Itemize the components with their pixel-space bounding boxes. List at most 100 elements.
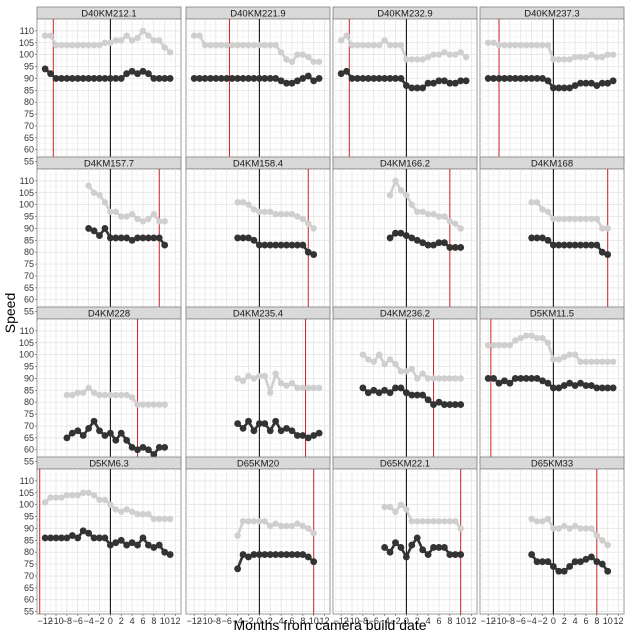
data-point	[156, 37, 163, 44]
data-point	[255, 551, 263, 558]
series-upper	[234, 370, 323, 396]
data-point	[267, 208, 274, 215]
data-point	[424, 210, 432, 218]
data-point	[266, 427, 274, 435]
data-point	[549, 384, 557, 392]
data-point	[112, 75, 120, 82]
data-point	[522, 75, 530, 82]
data-point	[288, 427, 296, 435]
data-point	[577, 79, 584, 87]
data-point	[506, 379, 514, 387]
data-point	[250, 41, 258, 49]
data-point	[90, 189, 98, 196]
data-point	[107, 391, 114, 399]
series-lower	[381, 534, 465, 561]
data-point	[212, 41, 220, 49]
data-point	[63, 75, 71, 82]
data-point	[69, 41, 76, 49]
panel-d40km237-3: D40KM237.3	[479, 6, 625, 165]
data-point	[245, 41, 252, 49]
x-tick-label: 0	[404, 616, 409, 626]
data-point	[495, 75, 503, 82]
data-point	[150, 451, 158, 458]
data-point	[571, 351, 579, 358]
data-point	[310, 58, 317, 65]
data-point	[139, 234, 147, 242]
series-lower	[386, 229, 465, 251]
data-point	[419, 546, 427, 554]
data-point	[392, 508, 399, 515]
data-point	[190, 32, 198, 39]
x-tick-label: 6	[289, 616, 294, 626]
data-point	[207, 75, 214, 82]
y-tick-label: 75	[24, 259, 34, 269]
data-point	[245, 372, 252, 380]
data-point	[451, 244, 459, 251]
data-point	[288, 241, 296, 249]
data-point	[117, 536, 125, 544]
data-point	[381, 544, 389, 551]
data-point	[457, 77, 465, 85]
y-tick-label: 90	[24, 373, 34, 383]
data-point	[234, 420, 242, 427]
data-point	[299, 75, 307, 82]
data-point	[381, 386, 389, 394]
data-point	[419, 84, 427, 92]
data-point	[457, 375, 464, 382]
series-upper	[190, 32, 323, 65]
y-tick-label: 105	[19, 338, 34, 348]
x-tick-label: −10	[48, 616, 63, 626]
data-point	[370, 386, 378, 394]
data-point	[550, 356, 557, 363]
x-tick-label: 4	[573, 616, 578, 626]
data-point	[112, 436, 120, 444]
data-point	[577, 53, 584, 61]
x-tick-label: 12	[171, 616, 181, 626]
data-point	[228, 41, 236, 49]
data-point	[413, 534, 421, 542]
panel-strip-label: D40KM212.1	[81, 9, 136, 20]
data-point	[533, 41, 541, 49]
data-point	[112, 506, 119, 513]
data-point	[128, 236, 136, 244]
y-tick-label: 80	[24, 547, 34, 557]
data-point	[134, 401, 141, 408]
series-upper	[359, 351, 464, 382]
data-point	[74, 427, 82, 435]
data-point	[79, 41, 87, 49]
x-tick-label: −10	[197, 616, 212, 626]
data-point	[517, 334, 524, 342]
data-point	[593, 53, 601, 61]
y-tick-label: 75	[24, 559, 34, 569]
data-point	[283, 56, 290, 63]
panel-strip-label: D40KM221.9	[230, 9, 285, 20]
data-point	[440, 77, 448, 85]
data-point	[430, 518, 437, 525]
panel-strip-label: D4KM157.7	[84, 159, 134, 170]
data-point	[604, 225, 611, 232]
data-point	[272, 210, 279, 218]
data-point	[435, 213, 443, 220]
data-point	[293, 77, 301, 85]
data-point	[348, 75, 356, 82]
data-point	[245, 417, 252, 425]
x-tick-label: −8	[62, 616, 72, 626]
data-point	[266, 551, 274, 558]
data-point	[68, 532, 76, 539]
data-point	[446, 375, 454, 382]
data-point	[598, 384, 606, 392]
data-point	[375, 41, 383, 49]
data-point	[571, 382, 579, 389]
y-tick-label: 70	[24, 421, 34, 431]
data-point	[293, 241, 301, 249]
data-point	[196, 32, 203, 39]
data-point	[161, 75, 169, 82]
data-point	[577, 241, 584, 249]
y-tick-label: 95	[24, 212, 34, 222]
data-point	[582, 525, 590, 532]
data-point	[123, 391, 130, 399]
data-point	[386, 41, 394, 49]
data-point	[315, 75, 323, 82]
